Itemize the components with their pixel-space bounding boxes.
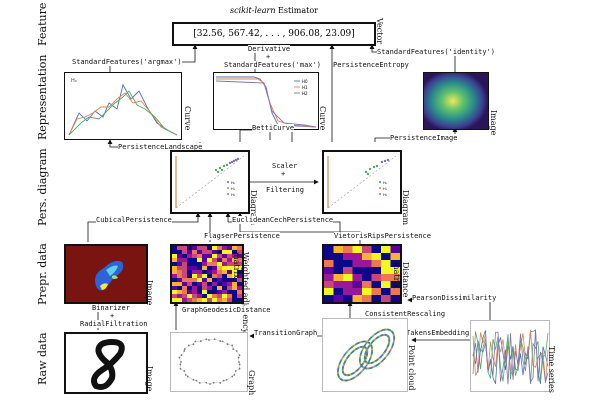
- curve2-label: Curve: [318, 106, 327, 131]
- distance-heatmap: [324, 246, 400, 302]
- diagram2-label: Diagram: [401, 190, 410, 226]
- time-series-label: Time series: [547, 346, 556, 393]
- svg-text:H₂: H₂: [231, 193, 236, 197]
- label-graph-geodesic: GraphGeodesicDistance: [182, 306, 271, 314]
- landscape-curves: H₀: [68, 78, 178, 136]
- graph-label: Graph: [247, 370, 256, 396]
- label-betti-curve: BettiCurve: [252, 124, 295, 132]
- label-cubical-persistence: CubicalPersistence: [96, 216, 172, 224]
- label-scaler: Scaler: [272, 162, 298, 170]
- point-cloud-tori: [336, 328, 396, 382]
- prepr-image-panel: [64, 244, 148, 304]
- label-derivative: Derivative: [248, 45, 291, 53]
- label-derivative-plus: +: [266, 53, 271, 61]
- point-cloud-panel: [322, 318, 408, 392]
- label-radial: RadialFiltration: [80, 320, 148, 328]
- vector-label: Vector: [375, 18, 384, 45]
- estimator-title-italic: scikit-learn: [230, 6, 276, 15]
- curve1-label: Curve: [183, 106, 192, 131]
- svg-text:H₁: H₁: [231, 187, 236, 191]
- distance-matrix-panel: [322, 244, 402, 304]
- time-series-plot: [472, 329, 549, 385]
- time-series-panel: [470, 320, 550, 392]
- betti-curves: H0 H1 H2: [215, 76, 317, 128]
- feature-vector: [32.56, 567.42, . . . , 906.08, 23.09]: [193, 29, 355, 39]
- svg-text:H₂: H₂: [383, 193, 388, 197]
- betti-legend-h2: H2: [302, 91, 308, 96]
- label-binarizer-plus: +: [110, 312, 115, 320]
- graph-drawing: [178, 338, 241, 385]
- image-prepr-label: Image: [145, 280, 154, 306]
- label-filtering: Filtering: [266, 186, 304, 194]
- label-flagser: FlagserPersistence: [204, 232, 280, 240]
- diagram-panel-1: H₀ H₁ H₂: [170, 150, 250, 214]
- estimator-title: scikit-learn Estimator: [230, 6, 318, 15]
- filtered-digit-image: [66, 246, 146, 302]
- point-cloud-label: Point cloud: [407, 345, 416, 391]
- diagram1-scatter: H₀ H₁ H₂: [175, 155, 245, 209]
- label-consistent-rescaling: ConsistentRescaling: [365, 310, 446, 318]
- distance-line1: Distance: [401, 262, 410, 298]
- image-rep-label: Image: [489, 110, 498, 136]
- distance-line2: matrix: [392, 262, 401, 289]
- svg-text:H₀: H₀: [383, 181, 388, 185]
- raw-image-panel: [64, 332, 148, 394]
- adjacency-panel: [170, 244, 244, 304]
- label-standard-identity: StandardFeatures('identity'): [377, 48, 496, 56]
- weighted-adjacency-line1: Weighted adjacency: [241, 252, 250, 334]
- label-standard-max: StandardFeatures('max'): [224, 61, 321, 69]
- label-euclidean-cech: EuclideanCechPersistence: [232, 216, 334, 224]
- distance-matrix-label: Distance matrix: [392, 262, 410, 297]
- label-standard-argmax: StandardFeatures('argmax'): [72, 58, 182, 66]
- label-transition-graph: TransitionGraph: [254, 329, 318, 337]
- label-binarizer: Binarizer: [92, 304, 130, 312]
- label-persistence-entropy: PersistenceEntropy: [333, 61, 409, 69]
- image-raw-label: Image: [145, 366, 154, 392]
- betti-legend-h0: H0: [302, 79, 308, 84]
- digit-eight-image: [91, 339, 125, 390]
- diagram-panel-2: H₀ H₁ H₂: [322, 150, 402, 214]
- svg-text:H₀: H₀: [71, 78, 77, 84]
- adjacency-heatmap: [172, 246, 242, 302]
- weighted-adjacency-line2: matrix: [232, 252, 241, 279]
- label-persistence-landscape: PersistenceLandscape: [118, 143, 203, 151]
- estimator-title-rest: Estimator: [275, 6, 318, 15]
- persistence-image-panel: [423, 72, 489, 130]
- label-persistence-image: PersistenceImage: [390, 134, 458, 142]
- diagram2-scatter: H₀ H₁ H₂: [327, 155, 397, 209]
- svg-text:H₁: H₁: [383, 187, 388, 191]
- persistence-image-heatmap: [424, 73, 488, 129]
- label-takens: TakensEmbedding: [406, 329, 470, 337]
- svg-text:H₀: H₀: [231, 181, 236, 185]
- label-pearson: PearsonDissimilarity: [412, 294, 497, 302]
- feature-vector-box: [32.56, 567.42, . . . , 906.08, 23.09]: [172, 22, 376, 46]
- graph-panel: [170, 332, 248, 392]
- curve-panel-betti: H0 H1 H2: [213, 72, 319, 130]
- curve-panel-landscape: H₀: [64, 72, 182, 140]
- label-scaler-plus: +: [281, 170, 286, 178]
- betti-legend-h1: H1: [302, 85, 308, 90]
- label-vietoris-rips: VietorisRipsPersistence: [334, 232, 431, 240]
- weighted-adjacency-label: Weighted adjacency matrix: [232, 252, 250, 333]
